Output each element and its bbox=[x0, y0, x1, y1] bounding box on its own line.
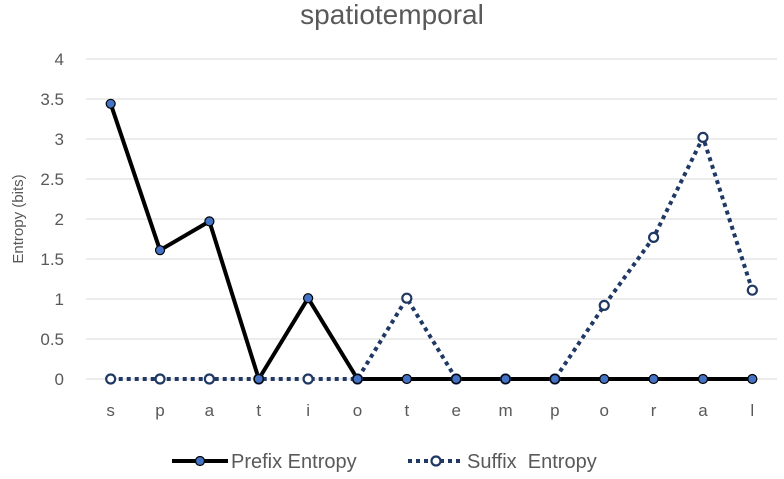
y-tick-label: 3.5 bbox=[40, 90, 64, 109]
prefix-point bbox=[500, 373, 511, 385]
gridlines bbox=[86, 58, 777, 380]
x-tick-label: t bbox=[404, 401, 409, 420]
prefix-point bbox=[352, 373, 363, 385]
series-line-suffix bbox=[110, 135, 755, 381]
prefix-point bbox=[648, 373, 659, 385]
x-tick-label: o bbox=[353, 401, 362, 420]
prefix-point bbox=[747, 373, 758, 385]
y-tick-label: 3 bbox=[55, 130, 64, 149]
suffix-point bbox=[154, 373, 166, 385]
suffix-point bbox=[105, 373, 117, 385]
legend-marker-prefix bbox=[194, 455, 206, 467]
x-tick-label: e bbox=[451, 401, 460, 420]
x-tick-label: l bbox=[750, 401, 754, 420]
y-tick-label: 0 bbox=[55, 370, 64, 389]
y-tick-label: 2.5 bbox=[40, 170, 64, 189]
x-tick-label: t bbox=[256, 401, 261, 420]
x-tick-label: o bbox=[600, 401, 609, 420]
x-tick-label: p bbox=[550, 401, 559, 420]
x-tick-label: s bbox=[106, 401, 115, 420]
y-tick-labels: 0 0.5 1 1.5 2 2.5 3 3.5 4 bbox=[40, 50, 64, 389]
x-tick-label: a bbox=[698, 401, 708, 420]
prefix-point bbox=[401, 373, 412, 385]
y-tick-label: 2 bbox=[55, 210, 64, 229]
suffix-point bbox=[401, 292, 413, 304]
prefix-point bbox=[105, 98, 116, 109]
x-tick-label: p bbox=[155, 401, 164, 420]
legend-label-suffix: Suffix Entropy bbox=[467, 451, 597, 473]
x-tick-label: r bbox=[651, 401, 657, 420]
legend-marker-suffix bbox=[430, 455, 442, 467]
prefix-point bbox=[451, 373, 462, 385]
series-lines bbox=[105, 98, 758, 385]
legend-label-prefix: Prefix Entropy bbox=[231, 451, 357, 473]
chart-title: spatiotemporal bbox=[300, 0, 484, 30]
x-tick-label: m bbox=[498, 401, 512, 420]
y-tick-label: 0.5 bbox=[40, 330, 64, 349]
y-tick-label: 1.5 bbox=[40, 250, 64, 269]
x-tick-label: i bbox=[306, 401, 310, 420]
prefix-point bbox=[204, 216, 215, 227]
x-tick-label: a bbox=[205, 401, 215, 420]
prefix-point bbox=[154, 245, 166, 256]
prefix-point bbox=[549, 373, 560, 385]
suffix-point bbox=[598, 299, 610, 311]
y-axis-label: Entropy (bits) bbox=[10, 174, 27, 263]
suffix-point bbox=[697, 131, 709, 143]
series-line-prefix bbox=[108, 103, 753, 381]
suffix-point bbox=[746, 284, 758, 296]
y-tick-label: 4 bbox=[55, 50, 64, 69]
prefix-point bbox=[599, 373, 610, 385]
y-tick-label: 1 bbox=[55, 290, 64, 309]
prefix-point bbox=[253, 373, 264, 385]
prefix-point bbox=[697, 373, 709, 385]
legend: Prefix Entropy Suffix Entropy bbox=[172, 451, 597, 473]
prefix-point bbox=[303, 293, 314, 304]
suffix-point bbox=[648, 231, 660, 243]
suffix-point bbox=[302, 373, 314, 385]
suffix-point bbox=[203, 373, 215, 385]
